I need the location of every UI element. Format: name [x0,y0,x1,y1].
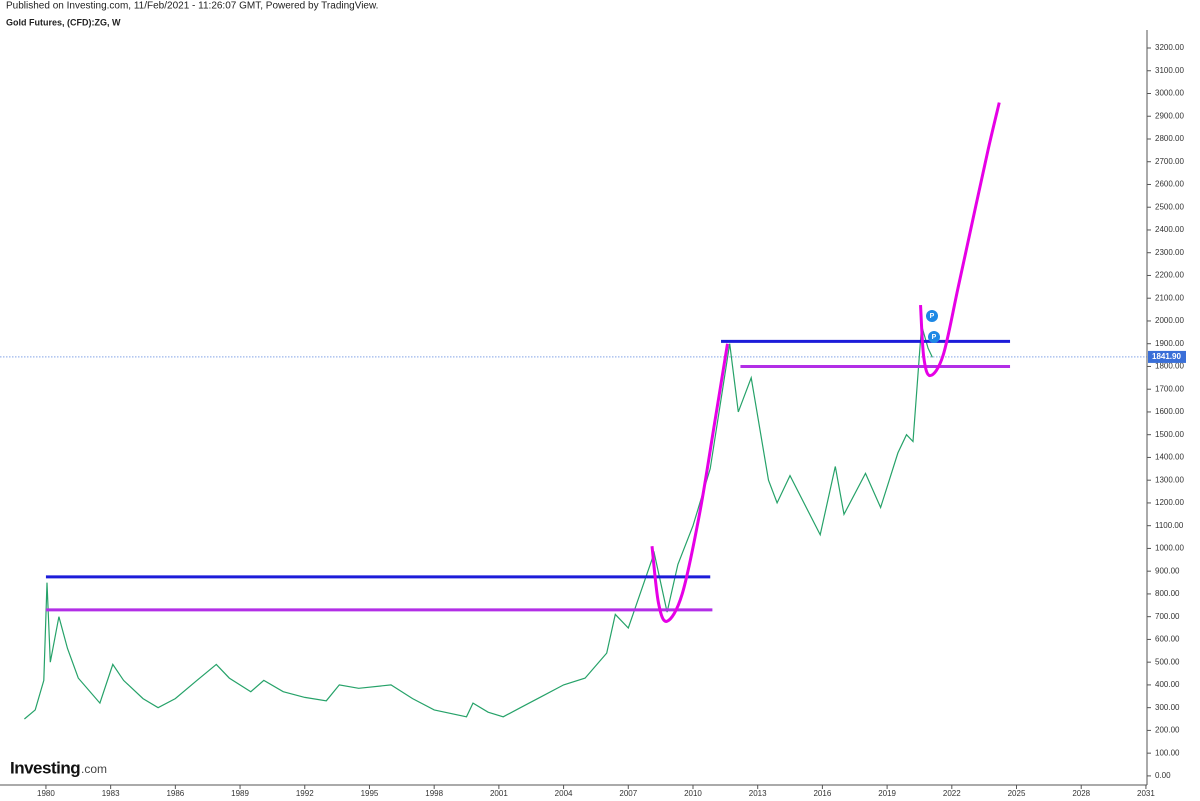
y-tick-label: 3000.00 [1155,89,1184,98]
y-tick-label: 700.00 [1155,612,1180,621]
last-price-label: 1841.90 [1152,352,1181,361]
x-tick-label: 2010 [684,789,702,798]
published-note: Published on Investing.com, 11/Feb/2021 … [6,1,378,12]
y-tick-label: 1700.00 [1155,384,1184,393]
x-tick-label: 2016 [813,789,831,798]
last-price-box [1148,350,1186,363]
x-tick-label: 2007 [619,789,637,798]
y-tick-label: 1400.00 [1155,453,1184,462]
x-tick-label: 2028 [1072,789,1090,798]
y-tick-label: 900.00 [1155,566,1180,575]
x-tick-label: 2022 [943,789,961,798]
projection-curve [919,102,1001,378]
y-tick-label: 200.00 [1155,726,1180,735]
flag-marker [928,331,940,343]
x-tick-label: 2001 [490,789,508,798]
y-tick-label: 2500.00 [1155,202,1184,211]
x-tick-label: 1995 [361,789,379,798]
flag-marker [926,310,938,322]
projection-curve [650,343,729,623]
y-tick-label: 2400.00 [1155,225,1184,234]
y-tick-label: 2600.00 [1155,180,1184,189]
flag-label: P [930,313,935,320]
y-tick-label: 1600.00 [1155,407,1184,416]
x-tick-label: 2031 [1137,789,1155,798]
logo-brand: Investing [10,758,80,777]
price-line [24,325,933,720]
y-tick-label: 1900.00 [1155,339,1184,348]
y-tick-label: 500.00 [1155,657,1180,666]
y-tick-label: 1300.00 [1155,475,1184,484]
y-tick-label: 600.00 [1155,635,1180,644]
chart-title: Gold Futures, (CFD):ZG, W [6,17,121,27]
x-tick-label: 1986 [166,789,184,798]
y-tick-label: 3200.00 [1155,43,1184,52]
y-tick-label: 2900.00 [1155,111,1184,120]
x-tick-label: 2025 [1008,789,1026,798]
x-tick-label: 1998 [425,789,443,798]
y-tick-label: 1000.00 [1155,544,1184,553]
x-tick-label: 2013 [749,789,767,798]
x-tick-label: 2004 [555,789,573,798]
y-tick-label: 2200.00 [1155,271,1184,280]
y-tick-label: 800.00 [1155,589,1180,598]
y-tick-label: 2300.00 [1155,248,1184,257]
y-tick-label: 400.00 [1155,680,1180,689]
y-tick-label: 0.00 [1155,771,1171,780]
x-tick-label: 1980 [37,789,55,798]
logo-suffix: .com [81,762,107,776]
y-tick-label: 2100.00 [1155,293,1184,302]
x-tick-label: 2019 [878,789,896,798]
y-tick-label: 2000.00 [1155,316,1184,325]
y-tick-label: 100.00 [1155,748,1180,757]
y-tick-label: 1100.00 [1155,521,1184,530]
y-tick-label: 1500.00 [1155,430,1184,439]
y-tick-label: 2800.00 [1155,134,1184,143]
y-tick-label: 1800.00 [1155,362,1184,371]
flag-label: P [932,334,937,341]
x-tick-label: 1989 [231,789,249,798]
y-tick-label: 3100.00 [1155,66,1184,75]
y-tick-label: 1200.00 [1155,498,1184,507]
x-tick-label: 1992 [296,789,314,798]
y-tick-label: 2700.00 [1155,157,1184,166]
y-tick-label: 300.00 [1155,703,1180,712]
x-tick-label: 1983 [102,789,120,798]
